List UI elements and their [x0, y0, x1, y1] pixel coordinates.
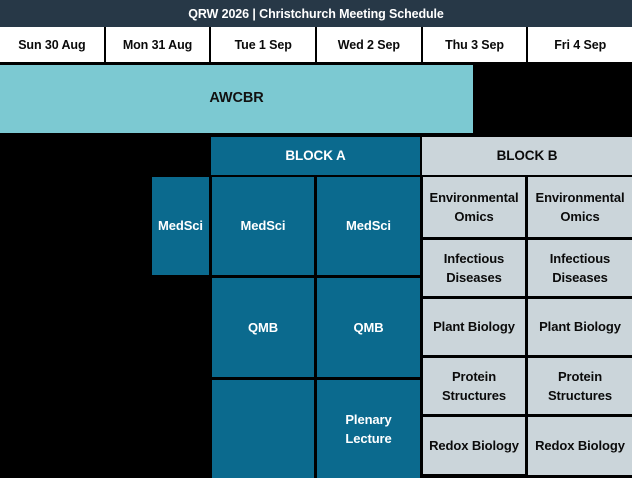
event-protein-structures-fri: Protein Structures	[528, 358, 632, 414]
day-header-sun: Sun 30 Aug	[0, 27, 106, 62]
event-environmental-omics-fri: Environmental Omics	[528, 177, 632, 237]
event-empty-tue-evening	[212, 380, 314, 478]
day-header-fri: Fri 4 Sep	[528, 27, 632, 62]
environmental-omics-label: Environmental Omics	[535, 189, 625, 225]
protein-structures-label: Protein Structures	[441, 368, 507, 404]
day-header-mon: Mon 31 Aug	[105, 27, 212, 62]
event-qmb-wed: QMB	[317, 278, 420, 377]
event-plant-biology-fri: Plant Biology	[528, 299, 632, 355]
infectious-diseases-label: Infectious Diseases	[549, 250, 611, 286]
event-qmb-tue: QMB	[212, 278, 314, 377]
event-infectious-diseases-thu: Infectious Diseases	[423, 240, 525, 296]
block-b-header: BLOCK B	[422, 137, 632, 175]
event-medsci-tue: MedSci	[212, 177, 314, 275]
protein-structures-label: Protein Structures	[547, 368, 613, 404]
event-medsci-wed: MedSci	[317, 177, 420, 275]
event-redox-biology-thu: Redox Biology	[423, 417, 525, 474]
day-header-thu: Thu 3 Sep	[422, 27, 529, 62]
event-plenary-lecture-wed: Plenary Lecture	[317, 380, 420, 478]
day-header-wed: Wed 2 Sep	[317, 27, 423, 62]
day-header-tue: Tue 1 Sep	[211, 27, 318, 62]
plenary-lecture-label: Plenary Lecture	[345, 411, 392, 447]
environmental-omics-label: Environmental Omics	[429, 189, 519, 225]
event-awcbr: AWCBR	[0, 65, 473, 133]
event-protein-structures-thu: Protein Structures	[423, 358, 525, 414]
event-infectious-diseases-fri: Infectious Diseases	[528, 240, 632, 296]
day-header-row: Sun 30 Aug Mon 31 Aug Tue 1 Sep Wed 2 Se…	[0, 27, 632, 62]
page-title: QRW 2026 | Christchurch Meeting Schedule	[0, 0, 632, 27]
event-medsci-mon: MedSci	[152, 177, 209, 275]
block-a-header: BLOCK A	[211, 137, 420, 175]
infectious-diseases-label: Infectious Diseases	[443, 250, 505, 286]
event-environmental-omics-thu: Environmental Omics	[423, 177, 525, 237]
event-redox-biology-fri: Redox Biology	[528, 417, 632, 475]
event-plant-biology-thu: Plant Biology	[423, 299, 525, 355]
